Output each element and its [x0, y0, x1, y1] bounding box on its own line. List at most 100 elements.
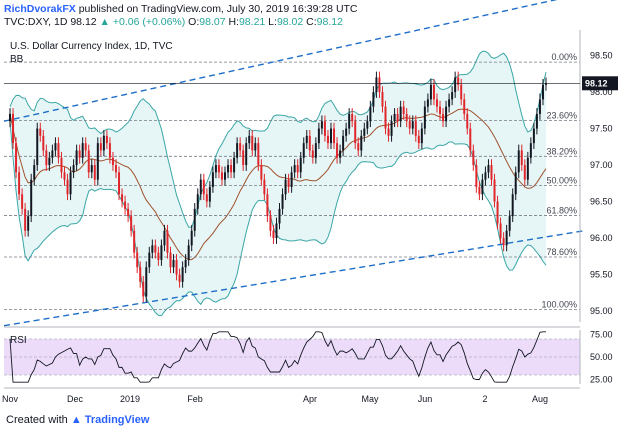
candle-body	[145, 267, 148, 297]
candle-body	[423, 106, 426, 129]
candle-body	[9, 113, 11, 122]
chart-title: U.S. Dollar Currency Index, 1D, TVC	[10, 41, 173, 52]
candle-body	[139, 267, 142, 282]
candle-body	[15, 143, 18, 173]
candle-body	[287, 179, 290, 187]
low-value: 98.02	[276, 16, 304, 28]
candle-body	[469, 128, 472, 151]
candle-body	[242, 150, 245, 166]
candle-body	[39, 128, 42, 136]
candle-body	[366, 121, 369, 129]
candle-body	[429, 84, 432, 100]
high-value: 98.21	[238, 16, 266, 28]
price-tick-label: 96.50	[590, 197, 613, 207]
candle-body	[66, 179, 69, 195]
candle-body	[545, 83, 547, 85]
low-label: L:	[268, 16, 277, 28]
candle-body	[121, 194, 124, 202]
candle-body	[402, 106, 405, 114]
candle-body	[511, 194, 514, 217]
time-tick-label: Nov	[2, 394, 19, 404]
candle-body	[463, 99, 466, 114]
bollinger-basis-line	[9, 108, 547, 261]
candle-body	[466, 113, 469, 129]
candle-body	[48, 157, 51, 166]
candle-body	[190, 230, 193, 246]
candle-body	[227, 165, 230, 173]
candle-body	[426, 99, 429, 107]
author-link[interactable]: RichDvorakFX	[4, 3, 76, 15]
time-tick-label: 2019	[120, 394, 140, 404]
time-tick-label: Feb	[187, 394, 203, 404]
candle-body	[220, 172, 223, 180]
candle-body	[33, 165, 36, 180]
candle-body	[160, 245, 163, 260]
candle-body	[45, 150, 48, 166]
candle-body	[354, 121, 357, 144]
candle-body	[475, 165, 478, 187]
time-tick-label: 2	[482, 394, 487, 404]
candle-body	[21, 194, 24, 209]
candle-body	[378, 77, 381, 93]
open-label: O:	[188, 16, 200, 28]
close-label: C:	[306, 16, 317, 28]
candle-body	[529, 143, 532, 158]
fib-level-label: 100.00%	[541, 300, 577, 310]
candle-body	[127, 208, 130, 217]
candle-body	[257, 143, 260, 166]
candle-body	[178, 274, 181, 282]
candle-body	[541, 84, 544, 100]
candle-body	[184, 259, 187, 268]
candle-body	[175, 259, 178, 275]
candle-body	[108, 143, 111, 158]
tradingview-logo-icon: ▲	[70, 414, 82, 426]
candle-body	[163, 230, 166, 246]
candle-body	[369, 106, 372, 122]
fib-level-label: 23.60%	[546, 111, 577, 121]
candle-body	[284, 179, 287, 195]
current-price-label: 98.12	[585, 78, 608, 88]
candle-body	[248, 135, 251, 144]
candle-body	[414, 121, 417, 136]
candle-body	[154, 245, 157, 253]
candle-body	[535, 113, 538, 129]
candle-body	[320, 121, 323, 129]
candle-body	[339, 150, 342, 158]
candle-body	[420, 128, 423, 144]
candle-body	[299, 157, 302, 173]
candle-body	[102, 135, 105, 151]
candle-body	[348, 113, 351, 129]
candle-body	[187, 245, 190, 260]
trendline	[3, 230, 585, 327]
candle-body	[63, 172, 66, 180]
candle-body	[69, 172, 72, 195]
candle-body	[133, 230, 136, 253]
candle-body	[42, 135, 45, 151]
candle-body	[329, 128, 332, 144]
candle-body	[514, 172, 517, 195]
quote-line: TVC:DXY, 1D 98.12 ▲ +0.06 (+0.06%) O:98.…	[4, 16, 343, 29]
tradingview-brand-link[interactable]: TradingView	[84, 414, 150, 426]
candle-body	[254, 143, 257, 151]
fib-level-label: 61.80%	[546, 205, 577, 215]
candle-body	[296, 165, 299, 173]
candle-body	[302, 143, 305, 158]
candle-body	[311, 150, 314, 158]
candle-body	[351, 113, 354, 122]
rsi-indicator-label: RSI	[10, 335, 27, 346]
price-tick-label: 95.00	[590, 306, 613, 316]
candle-body	[36, 128, 39, 166]
candle-body	[99, 143, 102, 151]
candle-body	[387, 128, 390, 136]
rsi-tick-label: 75.00	[590, 330, 613, 340]
time-tick-label: Dec	[67, 394, 84, 404]
candle-body	[417, 135, 420, 144]
fib-level-label: 50.00%	[546, 175, 577, 185]
candle-body	[75, 150, 78, 166]
time-tick-label: Aug	[532, 394, 548, 404]
candle-body	[333, 128, 336, 144]
candle-body	[118, 172, 121, 195]
candle-body	[326, 135, 329, 144]
candle-body	[202, 179, 205, 195]
